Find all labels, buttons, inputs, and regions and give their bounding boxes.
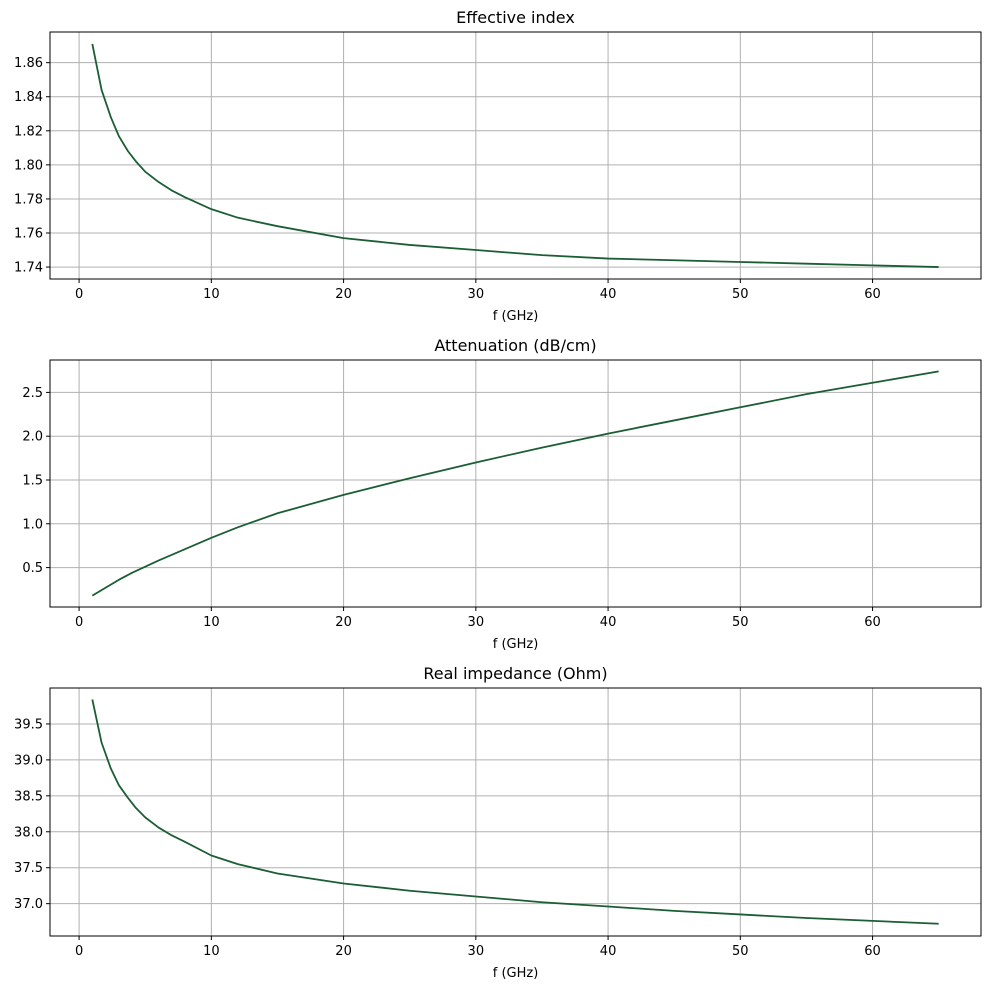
x-tick-label: 60: [864, 287, 881, 302]
x-tick-label: 10: [203, 287, 220, 302]
y-tick-label: 39.5: [14, 717, 43, 732]
x-tick-label: 30: [468, 615, 485, 630]
x-tick-label: 50: [732, 944, 749, 959]
y-tick-label: 1.84: [14, 90, 43, 105]
y-tick-label: 0.5: [22, 561, 43, 576]
chart-title: Effective index: [456, 8, 575, 27]
x-tick-label: 20: [335, 944, 352, 959]
x-axis-label: f (GHz): [493, 966, 539, 981]
x-tick-label: 40: [600, 944, 617, 959]
chart-title: Attenuation (dB/cm): [434, 336, 596, 355]
x-tick-label: 20: [335, 615, 352, 630]
x-tick-label: 10: [203, 615, 220, 630]
y-tick-label: 1.74: [14, 261, 43, 276]
x-tick-label: 50: [732, 615, 749, 630]
x-tick-label: 60: [864, 944, 881, 959]
y-tick-label: 38.0: [14, 825, 43, 840]
y-tick-label: 37.0: [14, 897, 43, 912]
x-tick-label: 10: [203, 944, 220, 959]
x-tick-label: 40: [600, 287, 617, 302]
series-line: [91, 699, 939, 925]
y-tick-label: 39.0: [14, 753, 43, 768]
x-tick-label: 0: [75, 287, 83, 302]
y-tick-label: 2.5: [22, 386, 43, 401]
axes-frame: [49, 31, 982, 280]
y-tick-label: 1.86: [14, 56, 43, 71]
y-tick-label: 1.80: [14, 158, 43, 173]
x-tick-label: 50: [732, 287, 749, 302]
y-tick-label: 37.5: [14, 861, 43, 876]
axes-frame: [49, 359, 982, 608]
x-axis-label: f (GHz): [493, 637, 539, 652]
x-tick-label: 20: [335, 287, 352, 302]
y-tick-label: 1.5: [22, 473, 43, 488]
x-tick-label: 30: [468, 944, 485, 959]
y-tick-label: 2.0: [22, 430, 43, 445]
x-axis-label: f (GHz): [493, 309, 539, 324]
y-tick-label: 1.82: [14, 124, 43, 139]
series-line: [91, 370, 939, 597]
x-tick-label: 0: [75, 944, 83, 959]
y-tick-label: 38.5: [14, 789, 43, 804]
x-tick-label: 40: [600, 615, 617, 630]
y-tick-label: 1.0: [22, 517, 43, 532]
chart-title: Real impedance (Ohm): [423, 664, 607, 683]
axes-frame: [49, 687, 982, 937]
subplot-1: 0 10 20 30 40 50 60 1.74 1.76 1.78 1.80 1.82 1.84 1.8…: [14, 8, 982, 324]
subplot-2: 0 10 20 30 40 50 60 0.5 1.0 1.5 2.0 2.5 Attenuation …: [22, 336, 982, 652]
y-tick-label: 1.76: [14, 227, 43, 242]
series-line: [91, 43, 939, 268]
x-tick-label: 60: [864, 615, 881, 630]
y-tick-label: 1.78: [14, 192, 43, 207]
subplot-3: 0 10 20 30 40 50 60 37.0 37.5 38.0 38.5 39.0 39.5 Rea…: [14, 664, 982, 981]
x-tick-label: 30: [468, 287, 485, 302]
x-tick-label: 0: [75, 615, 83, 630]
